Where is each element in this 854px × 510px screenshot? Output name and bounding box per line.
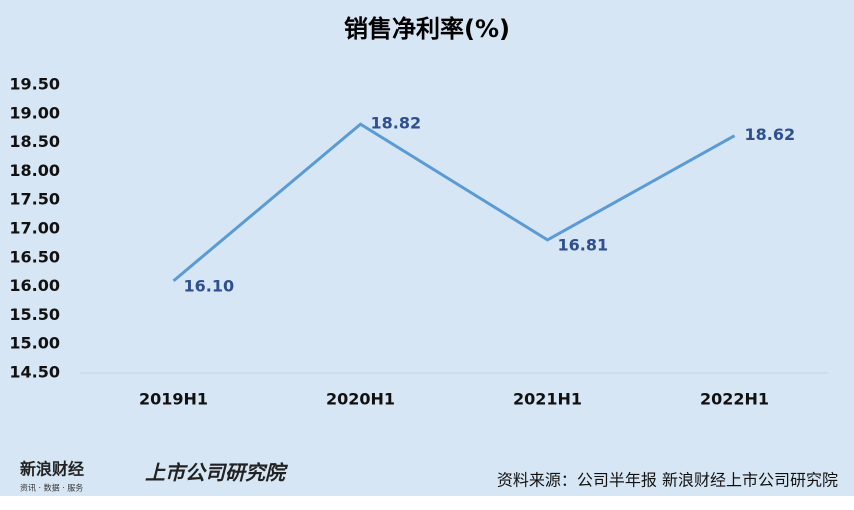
- y-tick-label: 17.50: [9, 190, 60, 209]
- y-tick-label: 14.50: [9, 363, 60, 382]
- series-line: [172, 122, 736, 282]
- source-note: 资料来源：公司半年报 新浪财经上市公司研究院: [497, 471, 838, 490]
- x-tick-label: 2019H1: [139, 390, 208, 409]
- x-tick-label: 2020H1: [326, 390, 395, 409]
- x-tick-label: 2021H1: [513, 390, 582, 409]
- y-tick-label: 16.00: [9, 276, 60, 295]
- chart-title: 销售净利率(%): [344, 15, 510, 43]
- data-label: 18.62: [745, 125, 796, 144]
- footer-institute: 上市公司研究院: [145, 461, 289, 485]
- background: [0, 0, 854, 496]
- footer-logo-sub: 资讯 · 数据 · 服务: [20, 483, 83, 493]
- y-tick-label: 17.00: [9, 219, 60, 238]
- x-tick-label: 2022H1: [700, 390, 769, 409]
- y-tick-label: 19.00: [9, 103, 60, 122]
- footer-logo: 新浪财经: [20, 460, 84, 479]
- y-tick-label: 16.50: [9, 247, 60, 266]
- y-tick-label: 18.00: [9, 161, 60, 180]
- data-label: 16.81: [558, 235, 609, 254]
- y-tick-label: 19.50: [9, 75, 60, 94]
- y-tick-label: 15.00: [9, 334, 60, 353]
- y-tick-label: 18.50: [9, 132, 60, 151]
- data-label: 16.10: [184, 276, 235, 295]
- data-label: 18.82: [371, 114, 422, 133]
- y-tick-label: 15.50: [9, 305, 60, 324]
